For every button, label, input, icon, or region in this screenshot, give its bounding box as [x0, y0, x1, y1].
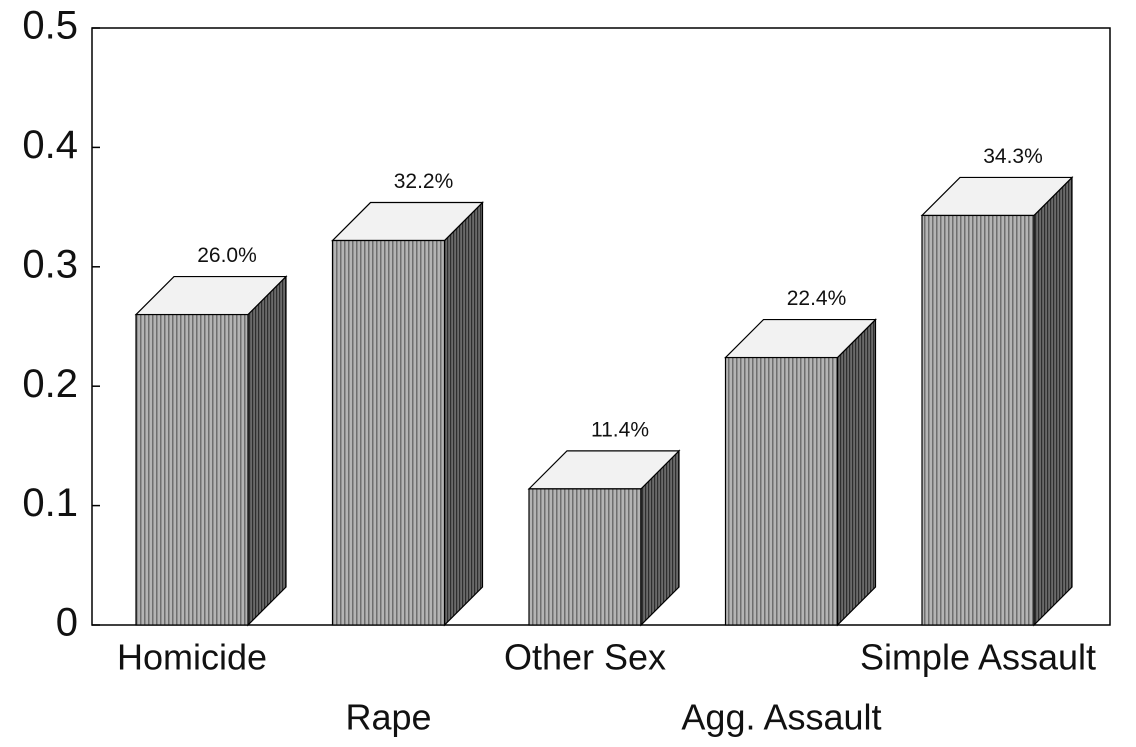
y-tick-label: 0.5	[22, 4, 78, 48]
y-tick-label: 0.4	[22, 123, 78, 167]
bar	[135, 313, 249, 626]
x-tick-label: Rape	[345, 697, 431, 738]
value-label: 32.2%	[394, 170, 454, 193]
y-tick-label: 0.2	[22, 362, 78, 406]
x-tick-label: Agg. Assault	[681, 697, 881, 738]
bar	[331, 239, 446, 626]
value-label: 26.0%	[197, 244, 257, 267]
value-label: 34.3%	[983, 145, 1043, 168]
bar-side	[836, 318, 877, 627]
bar-side	[443, 201, 484, 627]
bar-side	[247, 275, 287, 627]
y-tick-label: 0	[56, 601, 78, 645]
value-label: 11.4%	[591, 418, 649, 441]
y-tick-label: 0.3	[22, 242, 78, 286]
bar	[724, 356, 839, 626]
bar-side	[1033, 176, 1073, 627]
y-tick-label: 0.1	[22, 481, 78, 525]
value-label: 22.4%	[787, 287, 847, 310]
x-tick-label: Other Sex	[504, 637, 666, 678]
bar	[528, 488, 642, 626]
bar	[921, 214, 1035, 626]
x-tick-label: Homicide	[117, 637, 267, 678]
x-tick-label: Simple Assault	[860, 637, 1096, 678]
